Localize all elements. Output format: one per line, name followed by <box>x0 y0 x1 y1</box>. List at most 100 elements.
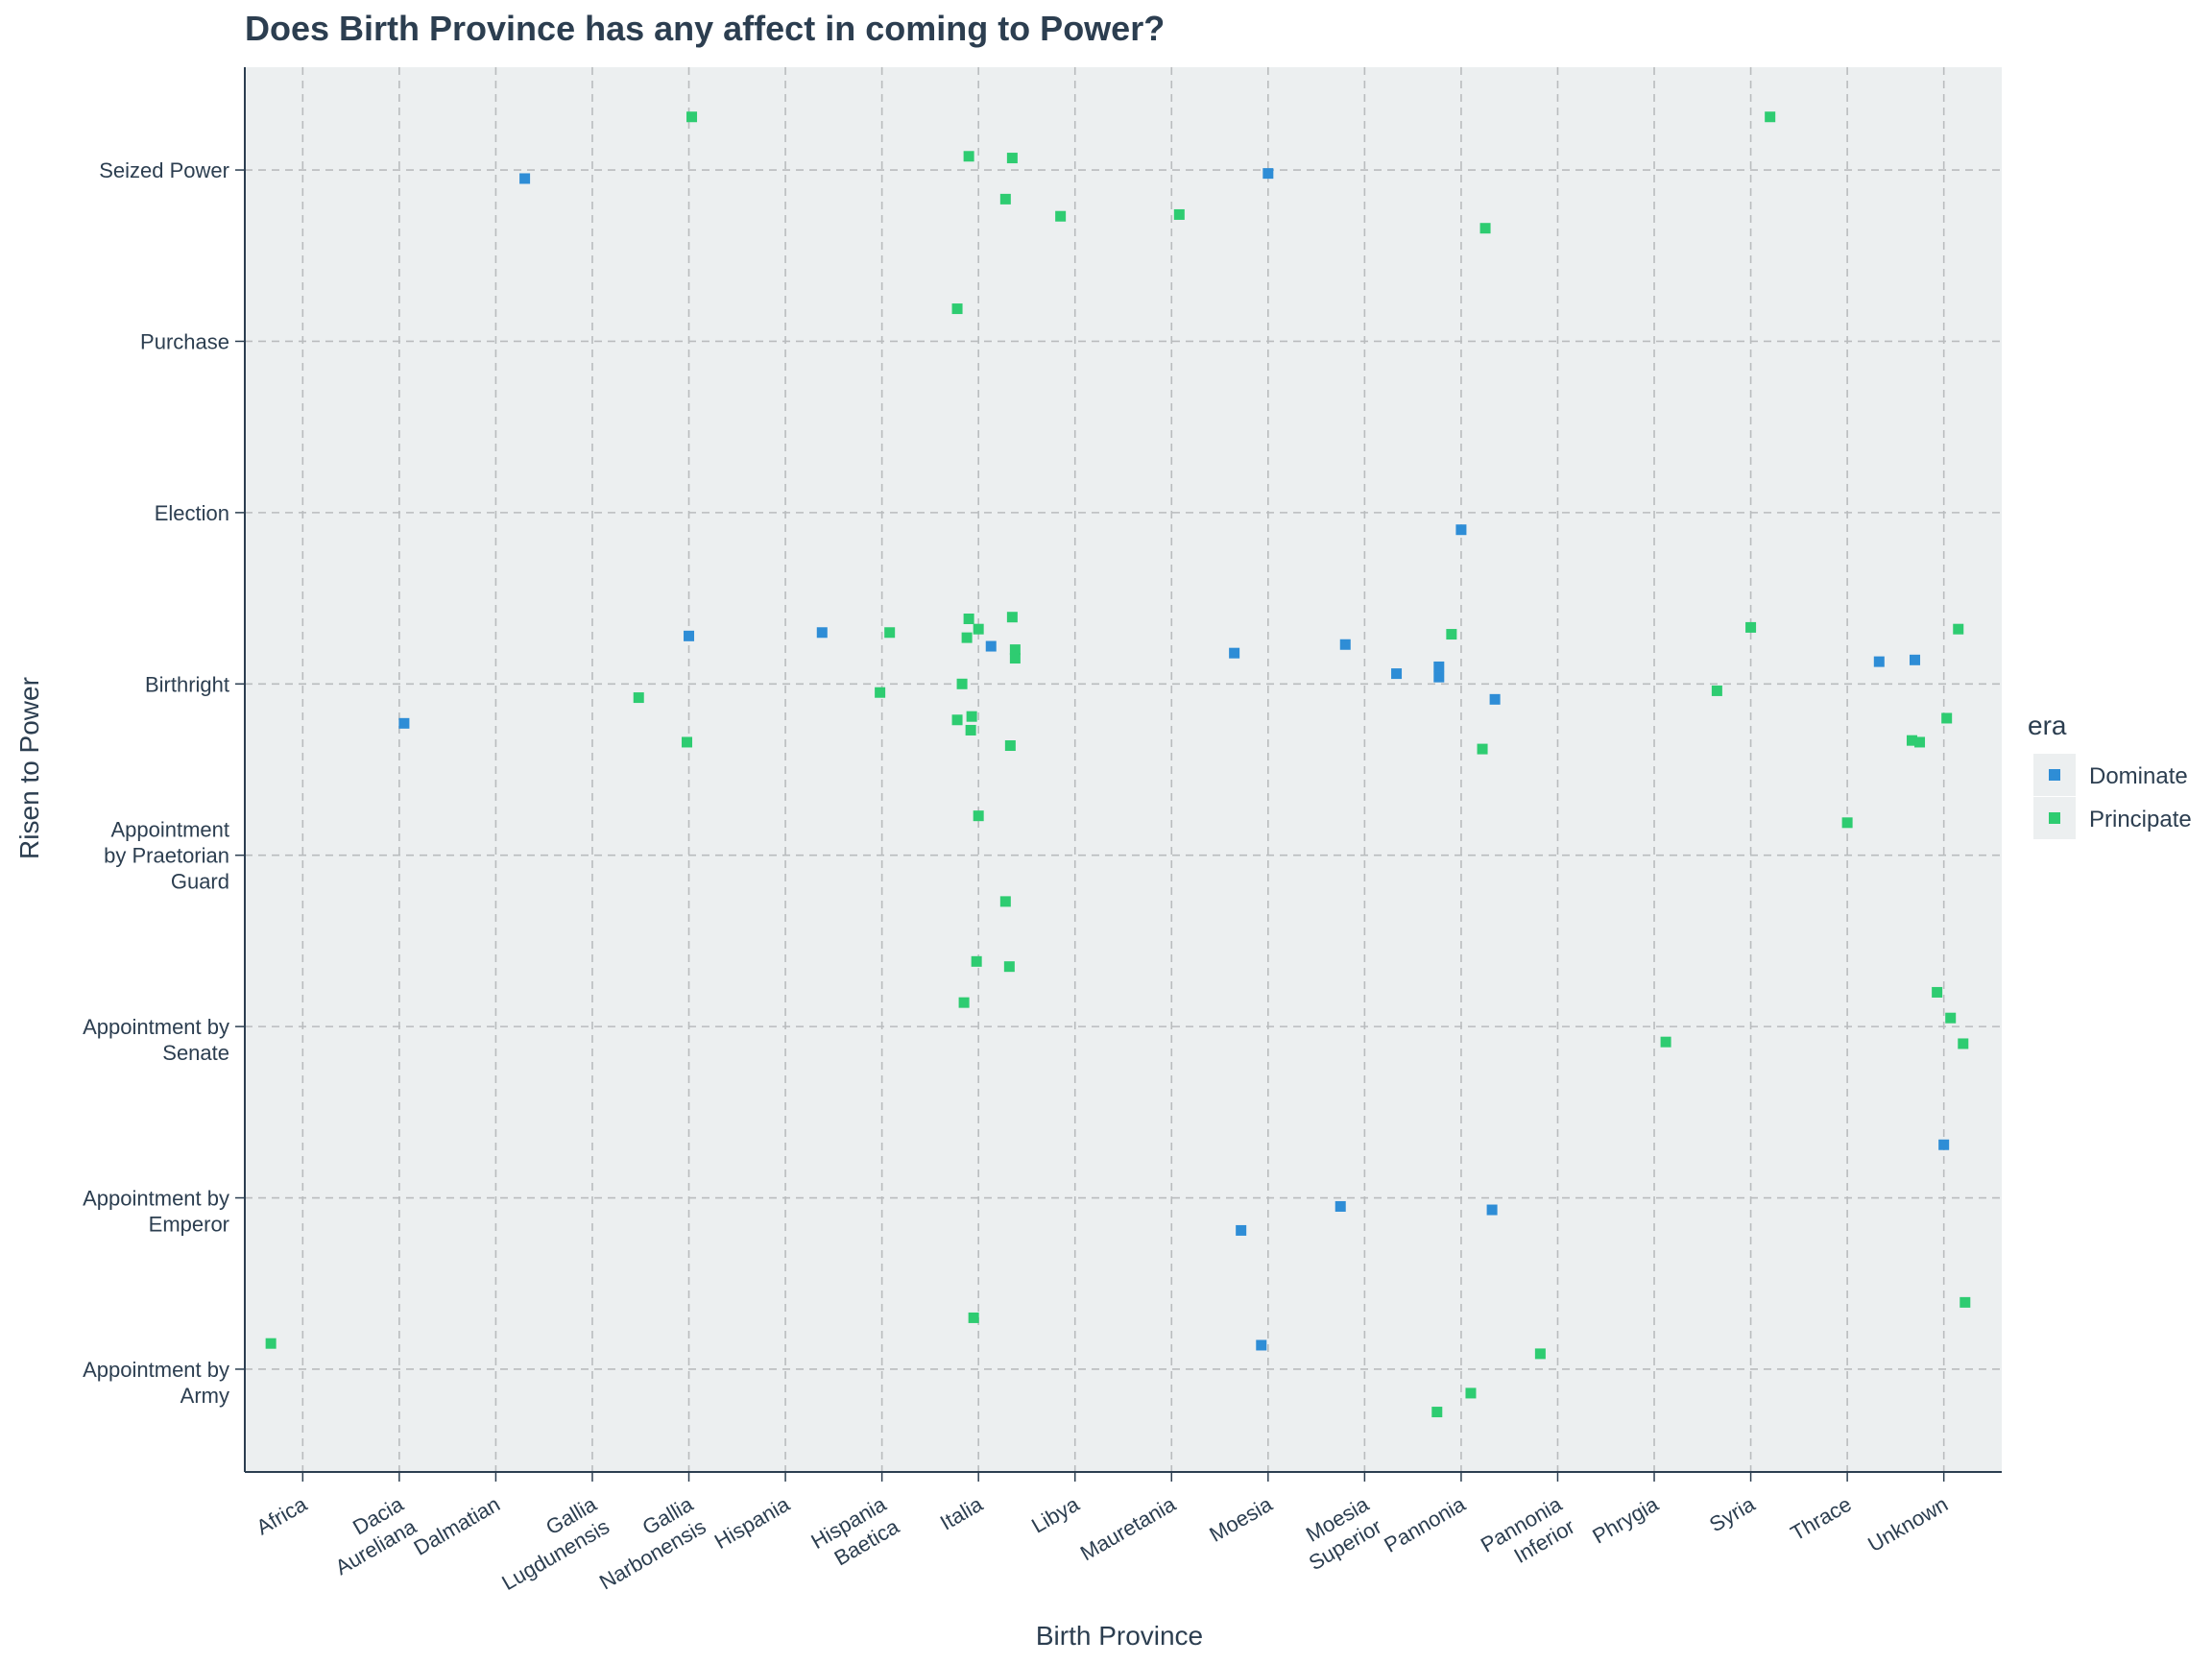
data-point-principate <box>1479 223 1491 234</box>
y-tick-label: Appointment by Praetorian Guard <box>104 818 229 894</box>
y-tick-label-line: Appointment by <box>83 1015 229 1039</box>
data-point-principate <box>884 627 896 639</box>
data-point-principate <box>1003 961 1015 973</box>
data-point-principate <box>973 810 984 822</box>
data-point-principate <box>971 955 982 967</box>
plot-panel <box>245 67 2002 1472</box>
y-tick-label-line: Election <box>155 501 229 525</box>
data-point-principate <box>1055 210 1067 222</box>
data-point-principate <box>958 997 970 1008</box>
data-point-principate <box>1446 629 1457 640</box>
data-point-principate <box>965 724 976 736</box>
data-point-principate <box>968 1312 979 1323</box>
data-point-dominate <box>1910 654 1921 665</box>
data-point-dominate <box>1262 168 1274 180</box>
data-point-dominate <box>1455 524 1467 536</box>
data-point-dominate <box>1334 1200 1346 1212</box>
legend: era Dominate Principate <box>2028 711 2192 839</box>
data-point-principate <box>1009 644 1021 656</box>
data-point-principate <box>1006 153 1018 164</box>
y-tick-label-line: Appointment by <box>83 1187 229 1211</box>
data-point-principate <box>1004 740 1016 752</box>
data-point-principate <box>1953 623 1964 635</box>
data-point-dominate <box>1236 1224 1247 1236</box>
data-point-dominate <box>985 640 997 652</box>
y-tick-label: Appointment by Army <box>83 1358 229 1408</box>
data-point-principate <box>1009 653 1021 664</box>
data-point-principate <box>1431 1407 1443 1418</box>
y-tick-label-line: by Praetorian <box>104 844 229 868</box>
data-point-dominate <box>1433 661 1445 672</box>
data-point-dominate <box>684 630 695 641</box>
data-point-principate <box>1465 1387 1477 1399</box>
data-point-principate <box>963 613 974 624</box>
data-point-dominate <box>1256 1339 1267 1351</box>
data-point-dominate <box>1433 671 1445 683</box>
data-point-principate <box>966 711 977 722</box>
data-point-principate <box>963 151 974 162</box>
data-point-principate <box>951 714 963 726</box>
y-tick-label-line: Emperor <box>149 1213 229 1237</box>
data-point-dominate <box>519 173 531 184</box>
y-tick-label-line: Guard <box>171 870 229 894</box>
data-point-principate <box>1006 612 1018 623</box>
chart-title: Does Birth Province has any affect in co… <box>245 9 1165 48</box>
data-points <box>265 111 1971 1418</box>
data-point-principate <box>1765 111 1776 123</box>
data-point-dominate <box>1489 693 1501 705</box>
y-tick-label-line: Senate <box>162 1041 229 1065</box>
data-point-principate <box>1932 986 1943 998</box>
data-point-principate <box>1914 736 1926 748</box>
data-point-principate <box>1841 817 1853 829</box>
data-point-principate <box>1173 208 1185 220</box>
y-tick-label: Purchase <box>140 329 229 353</box>
legend-label-principate: Principate <box>2089 807 2192 832</box>
data-point-principate <box>999 193 1011 205</box>
data-point-dominate <box>1229 647 1240 659</box>
data-point-dominate <box>816 627 828 639</box>
data-point-principate <box>1660 1036 1671 1048</box>
data-point-principate <box>1906 735 1917 746</box>
y-tick-label-line: Appointment <box>110 818 229 842</box>
y-tick-label: Seized Power <box>99 158 229 182</box>
data-point-principate <box>686 111 698 123</box>
data-point-principate <box>1745 621 1757 633</box>
legend-entries: Dominate Principate <box>2033 754 2192 839</box>
data-point-principate <box>682 736 693 748</box>
y-axis-title: Risen to Power <box>14 677 44 859</box>
y-tick-label-line: Appointment by <box>83 1358 229 1382</box>
legend-label-dominate: Dominate <box>2089 763 2188 789</box>
data-point-dominate <box>1938 1139 1950 1150</box>
data-point-principate <box>956 678 968 689</box>
x-axis-title: Birth Province <box>1036 1621 1203 1651</box>
y-tick-label-line: Birthright <box>145 672 229 696</box>
data-point-principate <box>1477 743 1488 755</box>
y-tick-label: Appointment by Emperor <box>83 1187 229 1237</box>
data-point-principate <box>633 692 644 704</box>
data-point-dominate <box>1339 639 1351 650</box>
data-point-principate <box>961 632 973 643</box>
y-tick-label-line: Seized Power <box>99 158 229 182</box>
data-point-principate <box>1958 1038 1969 1049</box>
data-point-dominate <box>1486 1204 1498 1216</box>
legend-title: era <box>2028 711 2067 740</box>
y-tick-label: Birthright <box>145 672 229 696</box>
y-tick-label: Appointment by Senate <box>83 1015 229 1065</box>
y-tick-label-line: Purchase <box>140 329 229 353</box>
data-point-principate <box>1711 685 1722 696</box>
data-point-dominate <box>1873 656 1885 667</box>
data-point-principate <box>999 896 1011 907</box>
data-point-principate <box>1945 1012 1957 1024</box>
grid-lines <box>245 67 2002 1472</box>
y-tick-label-line: Army <box>180 1384 229 1408</box>
legend-key-dominate <box>2049 769 2060 781</box>
data-point-principate <box>1941 712 1953 724</box>
data-point-principate <box>951 303 963 315</box>
data-point-principate <box>875 687 886 698</box>
y-tick-label: Election <box>155 501 229 525</box>
data-point-dominate <box>1391 668 1403 680</box>
data-point-principate <box>973 623 984 635</box>
data-point-principate <box>265 1338 276 1349</box>
